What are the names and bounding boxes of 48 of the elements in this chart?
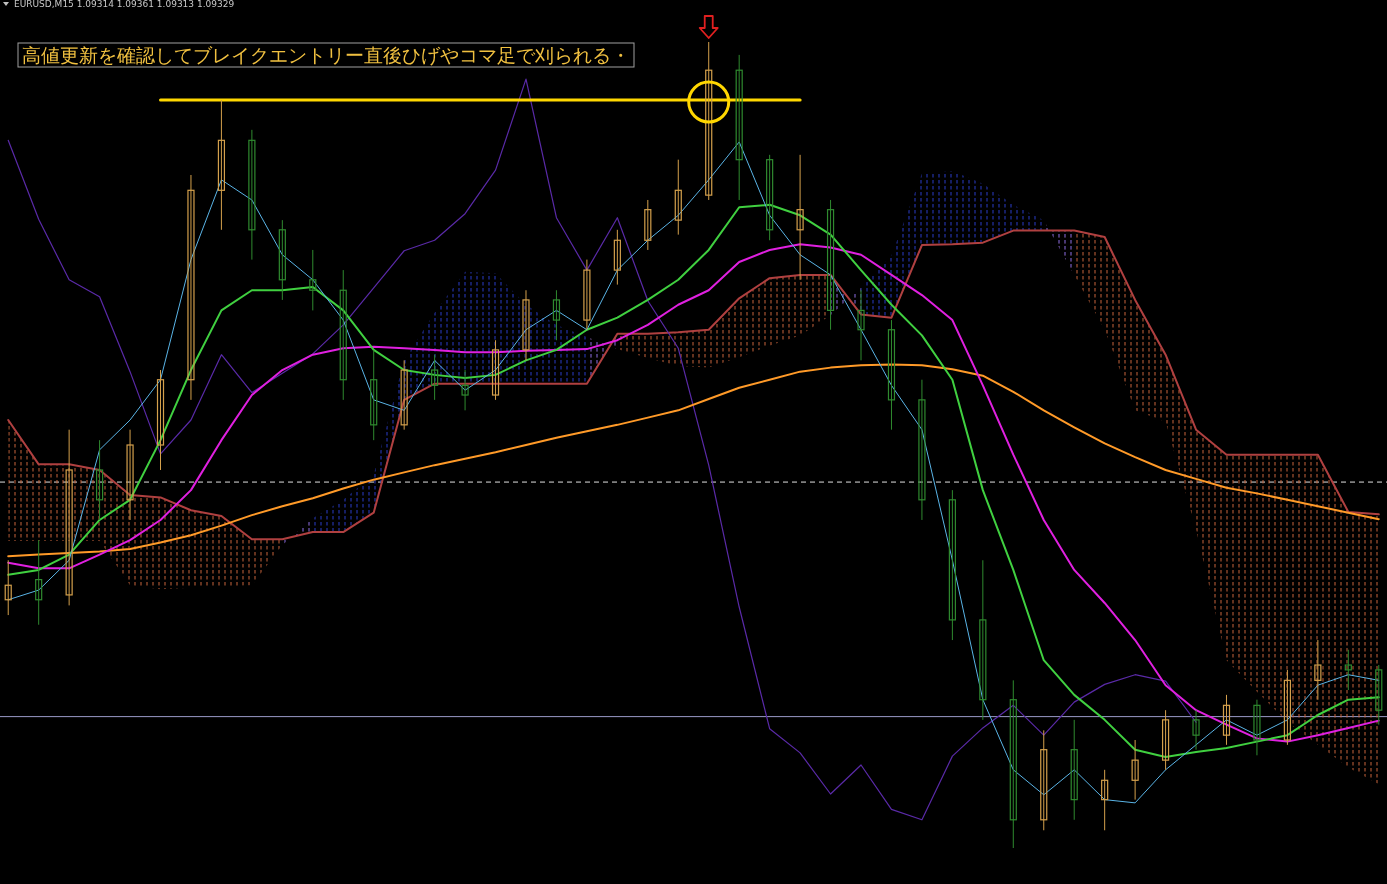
candlestick [796,154,804,281]
candlestick [826,199,835,331]
candlestick [35,539,43,626]
candlestick [65,429,73,606]
candlestick [370,349,378,441]
candlestick [309,249,317,311]
annotation: 高値更新を確認してブレイクエントリー直後ひげやコマ足で刈られる・ [22,44,630,66]
candlestick [552,289,561,341]
candlestick [644,199,652,251]
candlestick [887,319,896,431]
candlestick [339,269,347,401]
candlestick [4,559,12,616]
candlestick [1009,679,1017,849]
candlestick [126,429,134,521]
candlestick [491,339,500,401]
candlestick [1101,769,1109,831]
candlestick [766,154,774,241]
candlestick [1375,664,1383,726]
candlestick [461,369,469,411]
candlestick [248,129,256,261]
candlestick [1253,699,1261,756]
candlestick [95,439,104,521]
candlestick [217,99,226,231]
candlestick [522,289,530,361]
candlestick [613,229,621,286]
candlestick [918,379,926,521]
candlestick [156,369,165,471]
candlestick [187,174,195,401]
candlestick [278,219,286,301]
candlestick [735,54,743,201]
candlestick [857,289,865,361]
candlestick [1131,739,1139,801]
candlestick [1222,694,1231,746]
candlestick [1344,649,1352,691]
candlestick [1161,709,1170,771]
candlestick [705,41,713,201]
candlestick [979,559,987,721]
candlestick [583,259,591,331]
candlestick [1040,729,1048,831]
candlestick [1192,709,1200,751]
candlestick [1283,669,1292,746]
candlestick [1314,639,1322,701]
candlestick [674,159,682,236]
candlestick [431,354,439,401]
candlestick [1070,719,1078,821]
candlestick [400,359,408,431]
chart-title: EURUSD,M15 1.09314 1.09361 1.09313 1.09329 [14,0,235,9]
candlestick [948,489,956,641]
